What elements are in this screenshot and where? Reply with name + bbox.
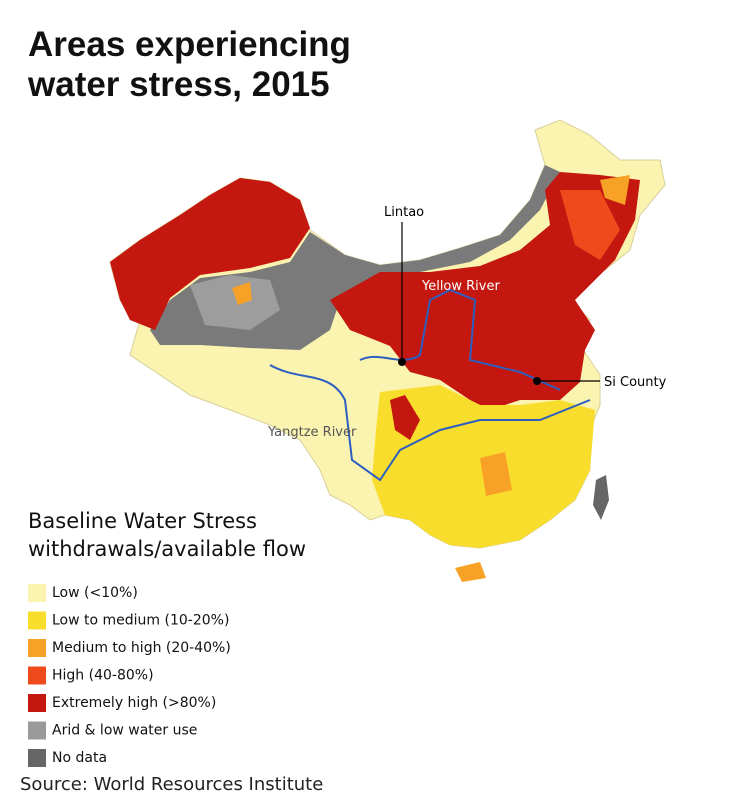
source: Source: World Resources Institute <box>20 774 323 795</box>
region-medium-high <box>232 282 252 305</box>
legend-title: Baseline Water Stress <box>28 509 257 533</box>
legend-swatch <box>28 611 46 630</box>
legend-swatch <box>28 694 46 712</box>
legend-label: No data <box>52 750 107 766</box>
legend-swatch <box>28 639 46 657</box>
legend-label: High (40-80%) <box>52 668 154 684</box>
legend: Low (<10%) Low to medium (10-20%) Medium t… <box>28 584 231 767</box>
location-marker <box>533 377 541 385</box>
legend-label: Medium to high (20-40%) <box>52 640 231 656</box>
region-arid <box>190 275 280 330</box>
region-taiwan <box>593 475 609 520</box>
place-label: Si County <box>604 375 667 390</box>
legend-label: Low to medium (10-20%) <box>52 613 229 629</box>
river <box>359 288 561 391</box>
river <box>269 364 591 482</box>
region-extremely-high <box>110 178 310 330</box>
title-line: water stress, 2015 <box>27 65 330 104</box>
map: Lintao Yellow River Si County Yangtze Ri… <box>109 119 667 582</box>
legend-title: withdrawals/available flow <box>28 537 306 561</box>
legend-swatch <box>28 749 46 767</box>
region-high <box>560 190 620 260</box>
region-medium-high <box>600 175 630 205</box>
title-line: Areas experiencing <box>28 25 351 64</box>
location-marker <box>398 358 406 366</box>
legend-label: Low (<10%) <box>52 585 138 601</box>
place-label: Lintao <box>384 205 424 220</box>
legend-swatch <box>28 721 46 740</box>
legend-label: Extremely high (>80%) <box>52 695 216 711</box>
region-medium-high <box>480 452 512 496</box>
river-label: Yellow River <box>421 279 500 294</box>
legend-swatch <box>28 584 46 602</box>
region-hainan <box>455 562 486 582</box>
legend-label: Arid & low water use <box>52 723 197 739</box>
region-extremely-high <box>330 172 640 410</box>
river-label: Yangtze River <box>267 425 357 440</box>
region-extremely-high <box>390 395 420 440</box>
legend-swatch <box>28 666 46 685</box>
